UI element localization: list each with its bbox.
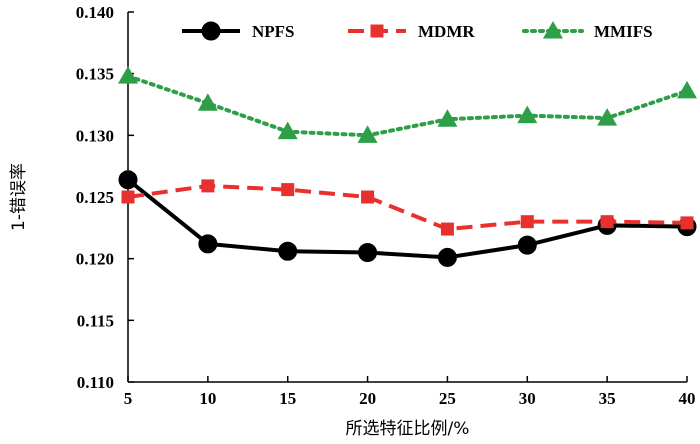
data-point [197, 93, 218, 111]
series-mmifs [118, 66, 697, 143]
x-tick-label: 15 [279, 389, 296, 408]
legend-item-npfs: NPFS [182, 21, 295, 41]
series-line [126, 74, 689, 138]
series-layer [118, 66, 697, 267]
data-point [677, 80, 697, 99]
data-point [680, 216, 694, 230]
data-point [118, 170, 138, 190]
y-tick-label: 0.115 [77, 311, 114, 330]
legend-item-mmifs: MMIFS [522, 21, 653, 41]
x-tick-label: 20 [359, 389, 376, 408]
x-tick-label: 10 [199, 389, 216, 408]
y-tick-label: 0.125 [76, 188, 114, 207]
series-npfs [118, 170, 697, 267]
x-tick-label: 5 [124, 389, 133, 408]
series-line [126, 178, 688, 260]
x-tick-label: 30 [519, 389, 536, 408]
data-point [437, 247, 457, 267]
data-point [517, 235, 537, 255]
data-point [281, 183, 295, 197]
data-point [440, 222, 454, 236]
legend-label: MDMR [418, 22, 475, 41]
legend-item-mdmr: MDMR [348, 22, 475, 41]
x-axis-title: 所选特征比例/% [346, 419, 470, 439]
legend-label: NPFS [252, 22, 295, 41]
y-tick-label: 0.140 [76, 3, 114, 22]
data-point [121, 190, 135, 204]
axes [127, 12, 687, 383]
legend: NPFS MDMR MMIFS [182, 21, 653, 41]
x-tick-label: 40 [679, 389, 696, 408]
data-point [597, 108, 618, 126]
data-point [118, 66, 138, 84]
legend-marker [201, 21, 221, 41]
data-point [357, 125, 378, 143]
x-axis-ticks: 5 10 15 20 25 30 35 40 [124, 376, 696, 408]
legend-label: MMIFS [594, 22, 653, 41]
x-tick-label: 35 [599, 389, 616, 408]
data-point [361, 190, 375, 204]
data-point [358, 243, 378, 262]
y-tick-label: 0.120 [76, 250, 114, 269]
y-tick-label: 0.130 [76, 126, 114, 145]
data-point [198, 234, 218, 254]
data-point [201, 179, 215, 193]
series-mdmr [121, 179, 694, 236]
y-tick-label: 0.110 [77, 373, 114, 392]
data-point [520, 215, 534, 229]
data-point [437, 109, 458, 127]
data-point [277, 121, 298, 140]
y-tick-label: 0.135 [76, 65, 114, 84]
data-point [517, 105, 538, 124]
y-axis-title: 1-错误率 [9, 163, 29, 231]
data-point [600, 215, 614, 229]
legend-marker [543, 21, 563, 39]
y-axis-ticks: 0.110 0.115 0.120 0.125 0.130 0.135 0.140 [76, 3, 134, 392]
legend-marker [370, 24, 384, 38]
data-point [278, 241, 298, 261]
x-tick-label: 25 [439, 389, 456, 408]
